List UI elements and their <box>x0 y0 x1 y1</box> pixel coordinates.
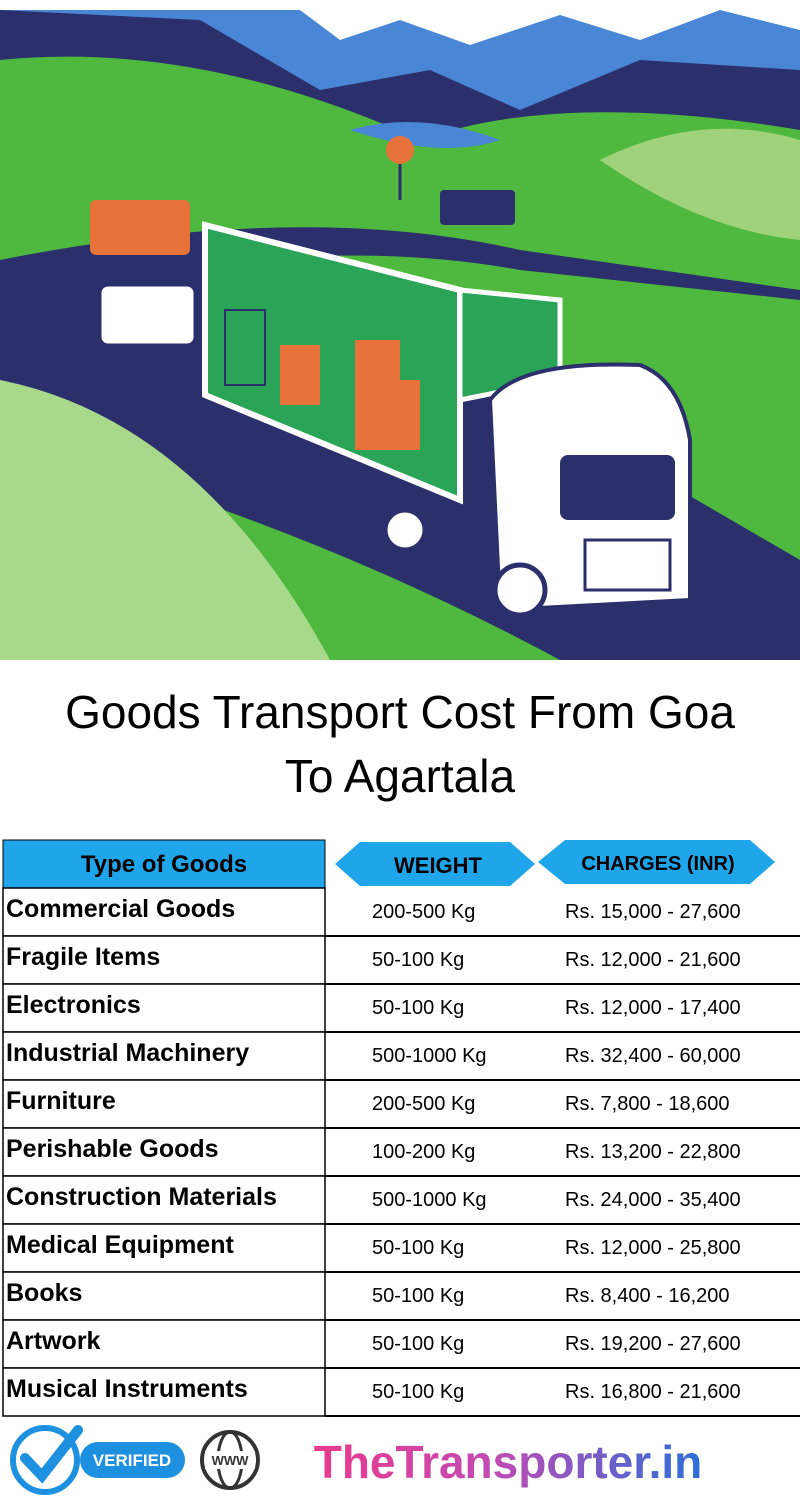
name-cell <box>2 935 326 985</box>
weight: 200-500 Kg <box>372 901 475 923</box>
name-cell <box>2 1271 326 1321</box>
badge-pill <box>80 1442 185 1478</box>
weight: 100-200 Kg <box>372 1141 475 1163</box>
goods-type: Medical Equipment <box>6 1231 234 1259</box>
weight: 50-100 Kg <box>372 1237 464 1259</box>
name-cell <box>2 1223 326 1273</box>
table: Type of Goods WEIGHT CHARGES (INR) Commerci… <box>2 839 800 1417</box>
charges: Rs. 13,200 - 22,800 <box>565 1141 741 1163</box>
charges: Rs. 12,000 - 17,400 <box>565 997 741 1019</box>
badge-text: VERIFIED <box>93 1451 171 1470</box>
charges: Rs. 15,000 - 27,600 <box>565 901 741 923</box>
charges: Rs. 19,200 - 27,600 <box>565 1333 741 1355</box>
goods-type: Books <box>6 1279 82 1307</box>
check-icon <box>20 1425 83 1484</box>
goods-type: Industrial Machinery <box>6 1039 249 1067</box>
weight: 200-500 Kg <box>372 1093 475 1115</box>
goods-type: Furniture <box>6 1087 116 1115</box>
name-cell <box>2 1079 326 1129</box>
charges: Rs. 16,800 - 21,600 <box>565 1381 741 1403</box>
weight: 50-100 Kg <box>372 1285 464 1307</box>
column-header: Type of Goods <box>81 851 247 878</box>
badge-ring <box>10 1425 80 1495</box>
brand: TheTransporter.in <box>314 1436 703 1488</box>
goods-type: Electronics <box>6 991 141 1019</box>
name-cell <box>2 1031 326 1081</box>
name-cell <box>2 887 326 937</box>
globe-text: WWW <box>212 1453 250 1468</box>
weight: 50-100 Kg <box>372 1333 464 1355</box>
goods-type: Musical Instruments <box>6 1375 248 1403</box>
weight: 500-1000 Kg <box>372 1045 487 1067</box>
goods-type: Artwork <box>6 1327 101 1355</box>
goods-type: Construction Materials <box>6 1183 277 1211</box>
weight: 50-100 Kg <box>372 1381 464 1403</box>
name-cell <box>2 1367 326 1417</box>
title-line: To Agartala <box>284 750 516 802</box>
weight: 50-100 Kg <box>372 997 464 1019</box>
charges: Rs. 12,000 - 21,600 <box>565 949 741 971</box>
illustration <box>0 0 800 660</box>
name-cell <box>2 1175 326 1225</box>
header-chevron <box>335 842 535 886</box>
footer: VERIFIED WWW TheTransporter.in <box>10 1425 703 1495</box>
name-cell <box>2 983 326 1033</box>
charges: Rs. 32,400 - 60,000 <box>565 1045 741 1067</box>
charges: Rs. 8,400 - 16,200 <box>565 1285 730 1307</box>
title: Goods Transport Cost From Goa To Agartal… <box>0 680 800 808</box>
goods-type: Fragile Items <box>6 943 160 971</box>
charges: Rs. 7,800 - 18,600 <box>565 1093 730 1115</box>
name-cell <box>2 1319 326 1369</box>
weight: 500-1000 Kg <box>372 1189 487 1211</box>
charges: Rs. 12,000 - 25,800 <box>565 1237 741 1259</box>
header-cell <box>2 839 326 889</box>
goods-type: Commercial Goods <box>6 895 235 923</box>
column-header: WEIGHT <box>394 853 483 878</box>
header-chevron <box>538 840 775 884</box>
column-header: CHARGES (INR) <box>581 853 734 875</box>
charges: Rs. 24,000 - 35,400 <box>565 1189 741 1211</box>
name-cell <box>2 1127 326 1177</box>
goods-type: Perishable Goods <box>6 1135 219 1163</box>
title-line: Goods Transport Cost From Goa <box>65 686 735 738</box>
weight: 50-100 Kg <box>372 949 464 971</box>
